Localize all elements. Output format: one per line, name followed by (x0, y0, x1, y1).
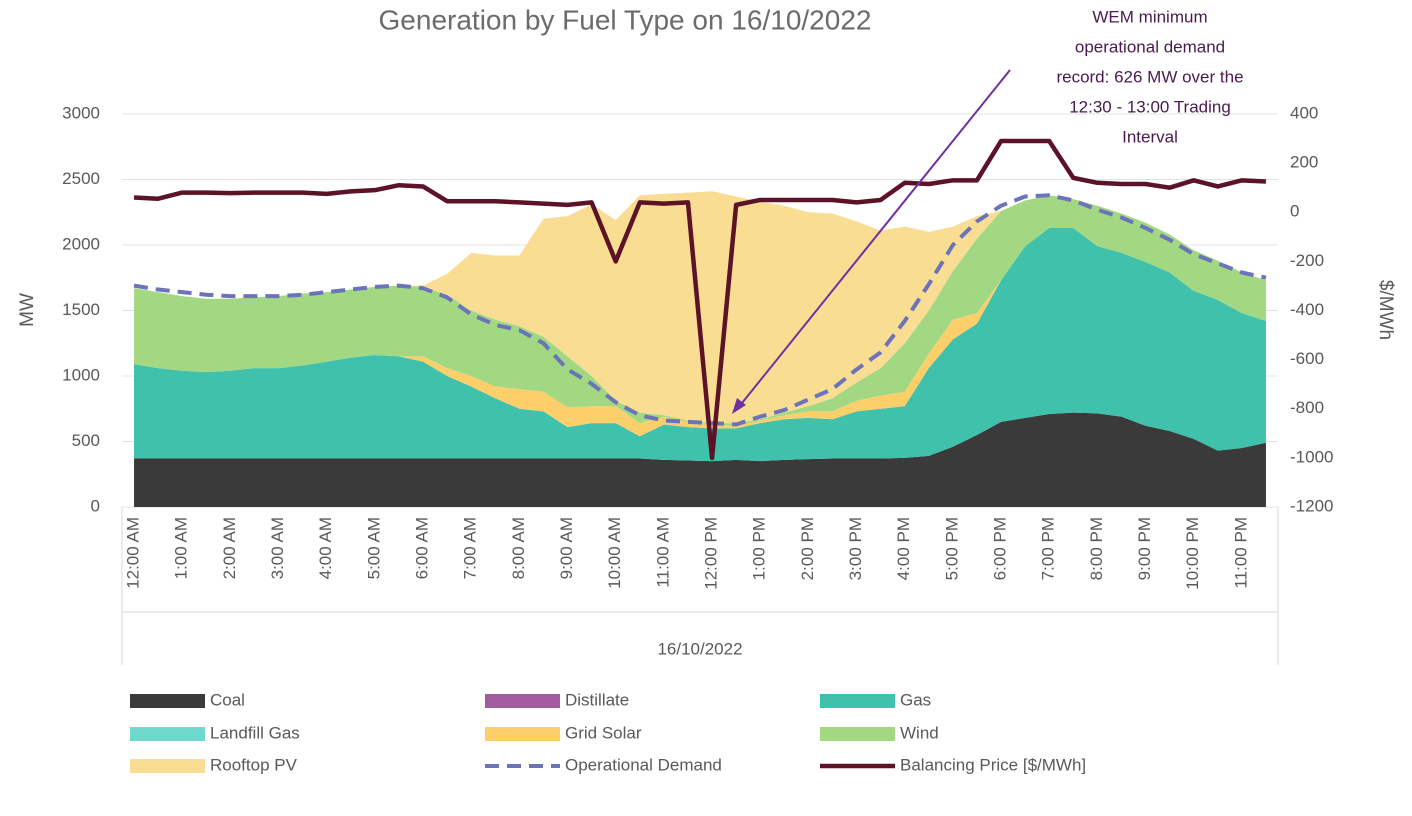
annotation-arrowhead (732, 398, 746, 414)
x-tick-label: 7:00 PM (1039, 517, 1058, 580)
y2-tick-label: -400 (1290, 300, 1324, 319)
x-tick-label: 3:00 AM (268, 517, 287, 579)
x-tick-label: 5:00 PM (942, 517, 961, 580)
annotation-text: Interval (1122, 127, 1178, 146)
x-tick-label: 10:00 AM (605, 517, 624, 589)
x-tick-label: 7:00 AM (461, 517, 480, 579)
annotation-text: 12:30 - 13:00 Trading (1069, 97, 1231, 116)
x-tick-label: 9:00 PM (1135, 517, 1154, 580)
x-tick-label: 12:00 AM (124, 517, 143, 589)
annotation-text: operational demand (1075, 37, 1225, 56)
area (134, 412, 1266, 507)
y2-tick-label: -200 (1290, 251, 1324, 270)
legend-label: Wind (900, 723, 939, 742)
x-tick-label: 4:00 PM (894, 517, 913, 580)
annotation-text: record: 626 MW over the (1056, 67, 1243, 86)
area (134, 195, 1266, 426)
y-tick-label: 1500 (62, 300, 100, 319)
y-tick-label: 500 (72, 431, 100, 450)
y-tick-label: 0 (91, 496, 100, 515)
y-tick-label: 2500 (62, 169, 100, 188)
legend-swatch (130, 727, 205, 741)
legend-label: Landfill Gas (210, 723, 300, 742)
x-tick-label: 9:00 AM (557, 517, 576, 579)
y2-tick-label: 0 (1290, 202, 1299, 221)
y-tick-label: 2000 (62, 234, 100, 253)
legend-swatch (485, 727, 560, 741)
legend-swatch (820, 694, 895, 708)
y2-axis-title: $/MWh (1375, 280, 1396, 340)
legend-label: Gas (900, 690, 931, 709)
legend-swatch (130, 694, 205, 708)
x-tick-label: 6:00 AM (413, 517, 432, 579)
y-tick-label: 1000 (62, 365, 100, 384)
x-axis-title: 16/10/2022 (657, 639, 742, 658)
x-tick-label: 6:00 PM (991, 517, 1010, 580)
y2-tick-label: -800 (1290, 398, 1324, 417)
legend-swatch (820, 727, 895, 741)
chart-title: Generation by Fuel Type on 16/10/2022 (379, 4, 872, 35)
x-tick-label: 11:00 AM (653, 517, 672, 588)
y2-tick-label: 200 (1290, 153, 1318, 172)
x-tick-label: 12:00 PM (702, 517, 721, 590)
annotation-text: WEM minimum (1092, 7, 1207, 26)
y-tick-label: 3000 (62, 103, 100, 122)
legend-label: Rooftop PV (210, 755, 298, 774)
x-tick-label: 10:00 PM (1183, 517, 1202, 590)
x-tick-label: 1:00 PM (750, 517, 769, 580)
legend-label: Distillate (565, 690, 629, 709)
line (133, 138, 1267, 461)
x-tick-label: 5:00 AM (364, 517, 383, 579)
legend-label: Operational Demand (565, 755, 722, 774)
y2-tick-label: -1200 (1290, 496, 1333, 515)
line (133, 193, 1267, 427)
legend-swatch (130, 759, 205, 773)
x-tick-label: 8:00 PM (1087, 517, 1106, 580)
area (134, 227, 1266, 462)
x-tick-label: 11:00 PM (1231, 517, 1250, 589)
y2-tick-label: -600 (1290, 349, 1324, 368)
legend: Coal Distillate Gas Landfill Gas Grid Solar W… (130, 690, 1086, 774)
x-tick-label: 2:00 AM (220, 517, 239, 579)
x-tick-label: 2:00 PM (798, 517, 817, 580)
y-axis-title: MW (17, 293, 38, 327)
x-tick-label: 1:00 AM (172, 517, 191, 579)
annotation-arrow (737, 69, 1011, 409)
y2-tick-label: -1000 (1290, 447, 1333, 466)
legend-label: Grid Solar (565, 723, 642, 742)
x-tick-label: 4:00 AM (316, 517, 335, 579)
legend-label: Balancing Price [$/MWh] (900, 755, 1086, 774)
x-tick-label: 8:00 AM (509, 517, 528, 579)
annotation: WEM minimum operational demand record: 626… (1056, 7, 1243, 146)
y2-tick-label: 400 (1290, 103, 1318, 122)
legend-label: Coal (210, 690, 245, 709)
legend-swatch (485, 694, 560, 708)
x-tick-label: 3:00 PM (846, 517, 865, 580)
plot-area (122, 113, 1278, 508)
